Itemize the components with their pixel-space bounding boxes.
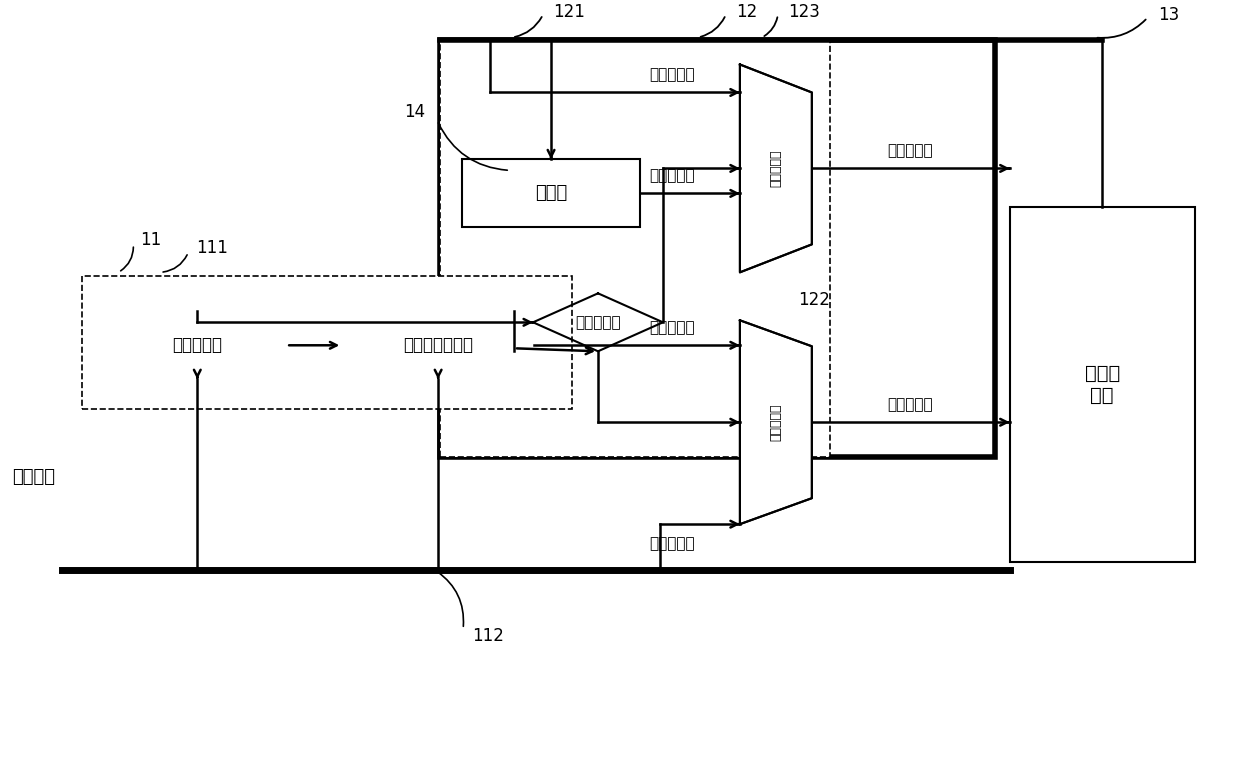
- Text: 第一选通端: 第一选通端: [650, 536, 694, 552]
- Text: 计数测频器: 计数测频器: [172, 336, 222, 354]
- Bar: [342, 312, 534, 379]
- Text: 频率判定器: 频率判定器: [575, 315, 621, 330]
- Text: 倍频信号发生器: 倍频信号发生器: [403, 336, 474, 354]
- Text: 112: 112: [472, 627, 503, 645]
- Text: 14: 14: [404, 104, 425, 121]
- Text: 123: 123: [787, 2, 820, 21]
- Text: 11: 11: [140, 232, 161, 249]
- Polygon shape: [740, 320, 812, 524]
- Text: 第四选通端: 第四选通端: [650, 67, 694, 82]
- Text: 第一输出端: 第一输出端: [887, 397, 932, 411]
- Bar: [440, 40, 830, 457]
- Text: 13: 13: [1158, 5, 1179, 24]
- Bar: [463, 159, 640, 227]
- Bar: [82, 277, 572, 409]
- Text: 12: 12: [735, 2, 758, 21]
- Text: 第三选通端: 第三选通端: [650, 168, 694, 183]
- Text: 输入信号: 输入信号: [12, 468, 56, 486]
- Text: 第二选通端: 第二选通端: [650, 320, 694, 335]
- Text: 模拟锁
相环: 模拟锁 相环: [1085, 364, 1120, 405]
- Text: 路一选通器: 路一选通器: [769, 404, 782, 441]
- Polygon shape: [740, 65, 812, 272]
- Text: 路一选通器: 路一选通器: [769, 149, 782, 187]
- Text: 111: 111: [196, 239, 228, 258]
- Bar: [440, 40, 994, 457]
- Bar: [1009, 207, 1194, 562]
- Text: 122: 122: [797, 291, 830, 309]
- Text: 分频器: 分频器: [534, 184, 567, 203]
- Bar: [108, 312, 286, 379]
- Text: 121: 121: [553, 2, 585, 21]
- Text: 第二输出端: 第二输出端: [887, 143, 932, 158]
